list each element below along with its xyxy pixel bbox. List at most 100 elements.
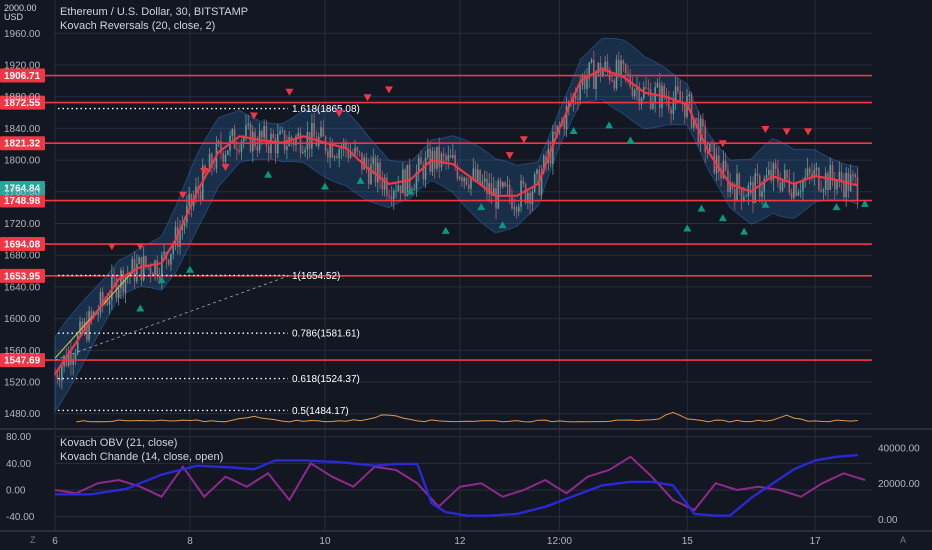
indicator-legend-chande[interactable]: Kovach Chande (14, close, open) bbox=[60, 451, 224, 463]
candle-body bbox=[768, 170, 770, 176]
y-tick-label: 1680.00 bbox=[4, 251, 41, 262]
candle-body bbox=[90, 311, 93, 317]
indicator-legend-reversals[interactable]: Kovach Reversals (20, close, 2) bbox=[60, 20, 216, 32]
candle-body bbox=[88, 311, 90, 341]
down-arrow-icon bbox=[804, 128, 813, 136]
y-tick-label: 1960.00 bbox=[4, 29, 41, 40]
up-arrow-icon bbox=[761, 200, 770, 208]
candle-body bbox=[824, 172, 827, 190]
level-tag bbox=[0, 136, 45, 151]
y-tick-label: 1760.00 bbox=[4, 187, 41, 198]
currency-label: 2000.00 USD bbox=[4, 4, 37, 22]
fib-label: 0.5(1484.17) bbox=[292, 406, 349, 417]
candle-body bbox=[438, 146, 441, 168]
fib-label: 0.786(1581.61) bbox=[292, 329, 360, 340]
candle-body bbox=[502, 182, 504, 187]
candle-body bbox=[158, 276, 161, 280]
candle-body bbox=[81, 321, 84, 333]
candle-body bbox=[820, 190, 822, 192]
candle-body bbox=[743, 197, 745, 201]
level-price-label: 1872.55 bbox=[4, 98, 41, 109]
candle-body bbox=[795, 183, 797, 196]
timezone-button[interactable]: Z bbox=[30, 535, 36, 545]
candle-body bbox=[120, 270, 122, 289]
up-arrow-icon bbox=[718, 214, 727, 222]
candle-body bbox=[540, 172, 543, 195]
candle-body bbox=[395, 190, 397, 192]
candle-body bbox=[452, 154, 454, 158]
candle-body bbox=[247, 123, 250, 126]
candle-body bbox=[699, 119, 702, 144]
candle-body bbox=[836, 180, 838, 190]
candle-body bbox=[683, 104, 686, 118]
candle-body bbox=[231, 129, 234, 136]
candle-body bbox=[815, 167, 818, 170]
candle-body bbox=[663, 85, 666, 98]
candle-body bbox=[365, 157, 368, 168]
candle-body bbox=[74, 353, 77, 360]
level-price-label: 1821.32 bbox=[4, 139, 41, 150]
chart-title[interactable]: Ethereum / U.S. Dollar, 30, BITSTAMP bbox=[60, 6, 249, 18]
candle-body bbox=[183, 222, 186, 227]
volume-line bbox=[76, 411, 858, 423]
candle-body bbox=[456, 166, 459, 179]
candle-body bbox=[440, 153, 443, 168]
level-price-label: 1653.95 bbox=[4, 271, 41, 282]
candle-body bbox=[852, 174, 854, 176]
candle-body bbox=[161, 255, 163, 280]
candle-body bbox=[722, 160, 725, 179]
support-resistance-levels: 1906.71 1872.55 1821.32 1748.98 1694.08 1653.… bbox=[0, 68, 872, 368]
candle-body bbox=[536, 169, 538, 174]
candle-body bbox=[770, 170, 772, 181]
auto-scale-button[interactable]: A bbox=[900, 535, 907, 545]
candle-body bbox=[70, 351, 72, 365]
candle-body bbox=[261, 130, 263, 138]
candle-body bbox=[226, 150, 229, 155]
y-tick-label: 1480.00 bbox=[4, 409, 41, 420]
up-arrow-icon bbox=[605, 121, 614, 129]
candle-body bbox=[383, 177, 386, 190]
level-tag bbox=[0, 237, 45, 252]
indicator-legend-obv[interactable]: Kovach OBV (21, close) bbox=[60, 437, 178, 449]
candle-body bbox=[486, 178, 488, 195]
down-arrow-icon bbox=[363, 94, 372, 102]
candle-body bbox=[774, 163, 777, 169]
candle-body bbox=[263, 126, 265, 138]
candle-body bbox=[61, 366, 63, 381]
candle-body bbox=[729, 182, 731, 193]
candle-body bbox=[495, 187, 497, 209]
candle-body bbox=[390, 196, 393, 200]
y-tick-label: 1640.00 bbox=[4, 282, 41, 293]
candle-body bbox=[140, 257, 143, 281]
candle-body bbox=[124, 277, 127, 293]
candle-body bbox=[693, 118, 695, 128]
candle-body bbox=[58, 378, 61, 381]
candle-body bbox=[688, 94, 691, 96]
top-axis-value: 2000.00 bbox=[4, 3, 37, 13]
candle-body bbox=[740, 188, 743, 201]
y-tick-label: 1800.00 bbox=[4, 156, 41, 167]
candle-body bbox=[349, 153, 352, 158]
down-arrow-icon bbox=[505, 152, 514, 160]
candle-body bbox=[251, 131, 254, 152]
candle-body bbox=[342, 142, 345, 149]
candle-body bbox=[490, 183, 493, 197]
x-tick-label: 8 bbox=[187, 536, 193, 547]
candle-body bbox=[427, 148, 429, 158]
reversal-markers bbox=[107, 86, 869, 312]
candle-body bbox=[517, 206, 520, 212]
candle-body bbox=[217, 141, 220, 143]
candle-body bbox=[704, 126, 706, 153]
chande-line bbox=[54, 455, 866, 512]
candle-body bbox=[631, 86, 634, 97]
candle-body bbox=[563, 120, 566, 130]
candle-body bbox=[565, 105, 568, 130]
candle-body bbox=[377, 162, 379, 183]
oscillator-pane bbox=[54, 453, 866, 517]
candle-body bbox=[301, 152, 304, 154]
candle-body bbox=[115, 278, 118, 298]
osc-right-tick-label: 0.00 bbox=[878, 515, 898, 526]
candle-body bbox=[656, 83, 659, 88]
